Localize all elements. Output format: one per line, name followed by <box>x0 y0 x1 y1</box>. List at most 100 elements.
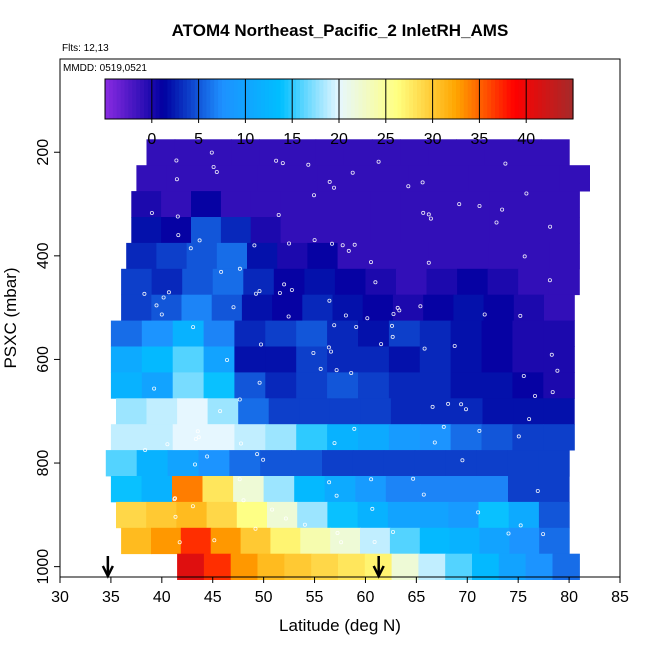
heatmap-cell <box>450 320 483 347</box>
colorbar-swatch <box>315 79 321 119</box>
observation-point <box>224 357 229 362</box>
colorbar-swatch <box>378 79 383 119</box>
heatmap-cell <box>191 217 222 244</box>
colorbar-swatch <box>303 79 309 119</box>
colorbar-swatch <box>339 79 344 119</box>
heatmap-cell <box>347 165 379 192</box>
heatmap-cell <box>141 320 174 347</box>
colorbar-swatch <box>549 79 555 119</box>
observation-point <box>173 514 178 519</box>
latitude-arrow-head <box>101 565 114 579</box>
heatmap-cell <box>419 346 452 373</box>
observation-point <box>541 532 546 537</box>
heatmap-cell <box>265 320 297 347</box>
heatmap-cells <box>105 139 590 580</box>
colorbar-swatch <box>526 79 531 119</box>
heatmap-cell <box>457 268 489 296</box>
observation-point <box>346 248 351 253</box>
colorbar-swatch <box>128 79 133 119</box>
observation-point <box>312 238 317 243</box>
heatmap-cell <box>327 372 359 399</box>
heatmap-cell <box>438 165 470 192</box>
heatmap-cell <box>428 242 459 270</box>
colorbar-swatch <box>557 79 562 119</box>
observation-point <box>274 158 279 163</box>
heatmap-cell <box>260 450 292 477</box>
heatmap-cell <box>287 165 319 192</box>
observation-point <box>174 158 179 163</box>
observation-point <box>172 497 177 502</box>
observation-point <box>463 407 468 412</box>
heatmap-cell <box>297 501 328 529</box>
colorbar-tick-label: 40 <box>517 131 535 148</box>
colorbar-swatch <box>167 79 172 119</box>
colorbar-swatch <box>561 79 566 119</box>
observation-point <box>334 493 339 498</box>
heatmap-cell <box>338 553 366 580</box>
colorbar-swatch <box>409 79 414 119</box>
observation-point <box>332 323 337 328</box>
heatmap-cell <box>310 217 341 244</box>
observation-point <box>331 185 336 190</box>
heatmap-cell <box>131 191 162 218</box>
observation-point <box>289 287 294 292</box>
heatmap-cell <box>229 450 261 477</box>
heatmap-cell <box>487 268 519 296</box>
colorbar-swatch <box>448 79 453 119</box>
heatmap-cell <box>177 553 205 580</box>
heatmap-cell <box>330 527 361 555</box>
colorbar-swatch <box>467 79 473 119</box>
heatmap-cell <box>484 139 514 166</box>
heatmap-cell <box>481 424 513 451</box>
heatmap-cell <box>110 424 143 451</box>
colorbar-swatch <box>311 79 317 119</box>
heatmap-cell <box>340 217 371 244</box>
heatmap-cell <box>358 372 390 399</box>
heatmap-cell <box>307 242 339 270</box>
y-tick-label: 600 <box>35 346 52 373</box>
colorbar-swatch <box>284 79 289 119</box>
heatmap-cell <box>370 191 401 218</box>
observation-point <box>350 170 355 175</box>
colorbar-swatch <box>405 79 410 119</box>
observation-point <box>191 325 196 330</box>
observation-point <box>238 441 243 446</box>
heatmap-cell <box>131 217 162 244</box>
colorbar-tick-label: 10 <box>237 131 255 148</box>
heatmap-cell <box>267 501 298 529</box>
colorbar-swatch <box>214 79 219 119</box>
x-tick-label: 55 <box>306 589 324 606</box>
heatmap-cell <box>445 553 473 580</box>
colorbar-swatch <box>495 79 500 119</box>
colorbar-swatch <box>300 79 305 119</box>
heatmap-cell <box>327 501 359 529</box>
colorbar-swatch <box>471 79 477 119</box>
heatmap-cell <box>110 320 143 347</box>
heatmap-cell <box>518 242 550 270</box>
observation-point <box>550 390 555 395</box>
x-tick-label: 80 <box>560 589 578 606</box>
y-tick-label: 400 <box>35 242 52 269</box>
heatmap-cell <box>180 527 212 555</box>
observation-point <box>446 401 451 406</box>
observation-point <box>270 507 275 512</box>
colorbar-tick-label: 0 <box>147 131 156 148</box>
colorbar-swatch <box>534 79 539 119</box>
observation-point <box>411 476 416 481</box>
heatmap-cell <box>548 268 580 296</box>
observation-point <box>218 409 223 414</box>
colorbar-tick-label: 35 <box>471 131 489 148</box>
observation-point <box>214 169 219 174</box>
observation-point <box>211 164 216 169</box>
observation-point <box>327 179 332 184</box>
observation-point <box>340 243 345 248</box>
observation-point <box>159 312 164 317</box>
colorbar-swatch <box>362 79 367 119</box>
observation-point <box>521 373 526 378</box>
observation-point <box>209 150 214 155</box>
colorbar-swatch <box>276 79 282 119</box>
observation-point <box>302 522 307 527</box>
observation-point <box>175 214 180 219</box>
heatmap-cell <box>284 553 312 580</box>
